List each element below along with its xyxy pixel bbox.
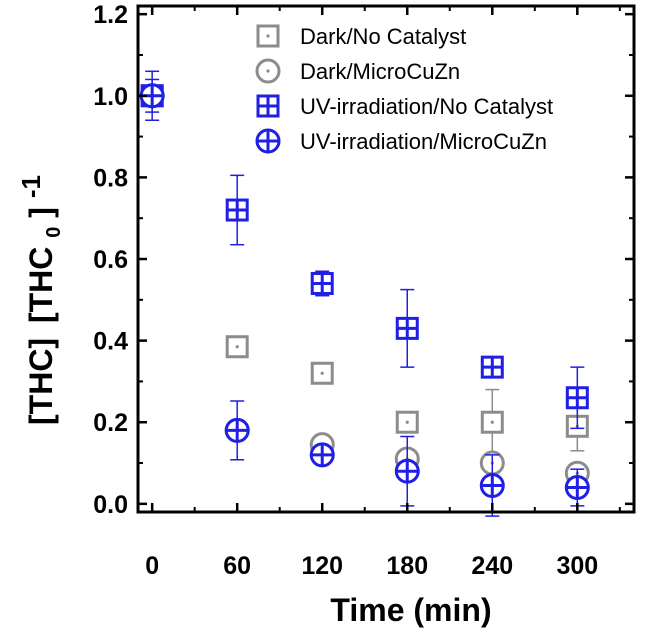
legend-entry-2: Dark/MicroCuZn: [255, 58, 460, 84]
y-axis-title-part2: [THC: [23, 247, 59, 323]
legend-label: UV-irradiation/MicroCuZn: [300, 129, 547, 154]
legend-entry-1: Dark/No Catalyst: [256, 24, 466, 49]
y-tick-label: 0.4: [93, 328, 128, 356]
y-axis-title-superscript: -1: [16, 175, 46, 198]
x-tick-label: 0: [145, 552, 159, 580]
legend-label: UV-irradiation/No Catalyst: [300, 94, 553, 119]
axes: 0 60 120 180 240 300 0.0 0.2 0.4 0.6 0.8 1.0 1.2: [93, 1, 636, 580]
x-tick-label: 240: [471, 552, 513, 580]
data-point-center: [405, 420, 409, 424]
data-point-center: [490, 420, 494, 424]
legend-marker-center: [266, 34, 270, 38]
series-3: [140, 70, 589, 430]
y-axis-title: [THC] [THC 0 ] -1: [16, 175, 67, 425]
y-tick-label: 0.6: [93, 246, 128, 274]
y-tick-label: 0.2: [93, 409, 128, 437]
y-tick-label: 0.8: [93, 164, 128, 192]
y-axis-title-part1: [THC]: [23, 338, 59, 425]
data-point-center: [320, 371, 324, 375]
x-tick-label: 120: [301, 552, 343, 580]
y-axis-title-part3: ]: [23, 207, 59, 218]
y-axis-title-subscript: 0: [43, 227, 65, 238]
series-4: [139, 78, 590, 517]
x-axis-title: Time (min): [330, 592, 491, 628]
legend: Dark/No Catalyst Dark/MicroCuZn UV-irradia…: [255, 24, 553, 154]
x-tick-label: 180: [386, 552, 428, 580]
x-tick-label: 300: [556, 552, 598, 580]
data-point-center: [235, 345, 239, 349]
y-tick-label: 0.0: [93, 491, 128, 519]
legend-label: Dark/No Catalyst: [300, 24, 466, 49]
legend-marker-center: [266, 69, 270, 73]
y-tick-label: 1.0: [93, 83, 128, 111]
legend-entry-3: UV-irradiation/No Catalyst: [256, 94, 553, 119]
y-tick-label: 1.2: [93, 1, 128, 29]
x-tick-label: 60: [223, 552, 251, 580]
plot-area: [139, 70, 590, 517]
legend-entry-4: UV-irradiation/MicroCuZn: [255, 128, 547, 154]
legend-label: Dark/MicroCuZn: [300, 59, 460, 84]
